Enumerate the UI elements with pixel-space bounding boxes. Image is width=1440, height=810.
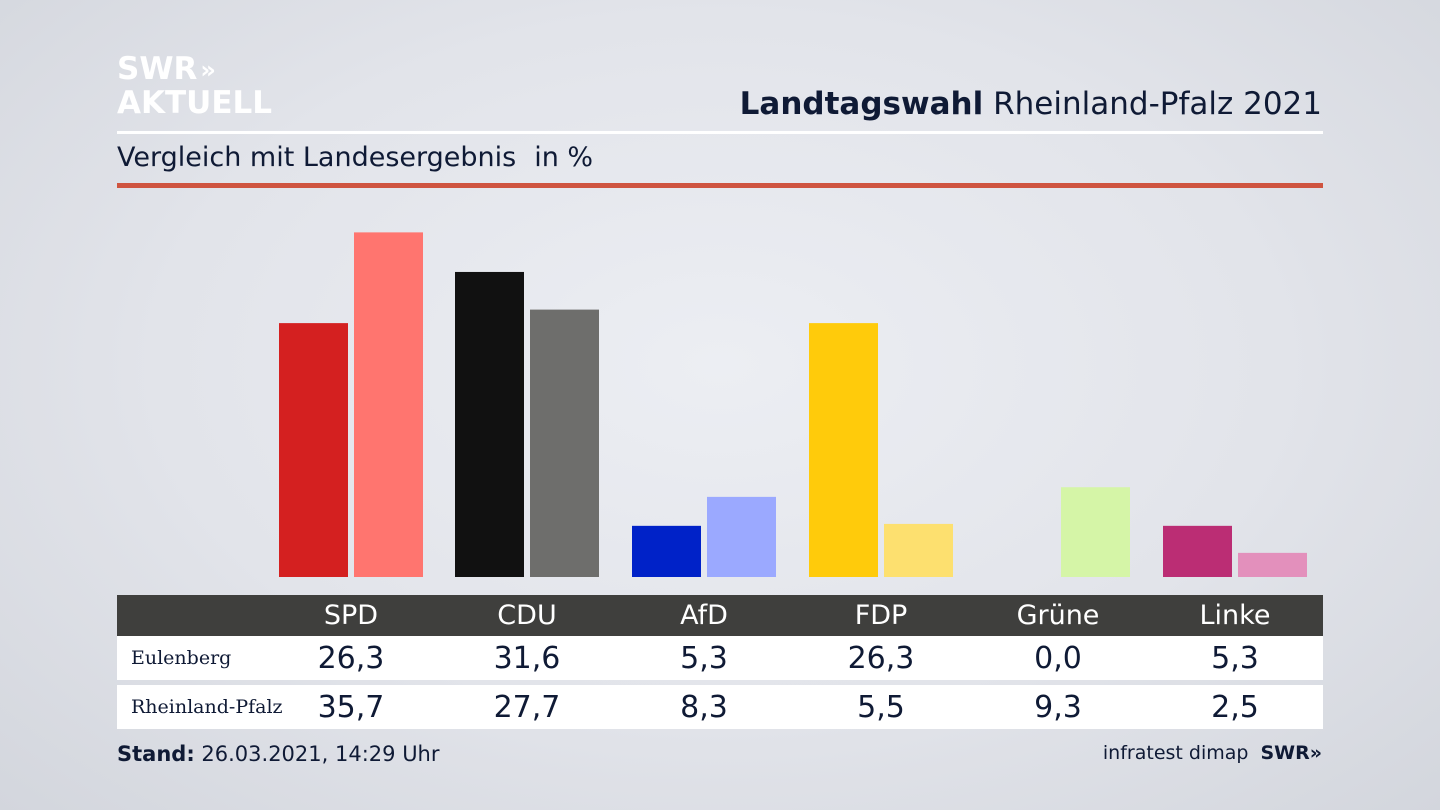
timestamp: Stand: 26.03.2021, 14:29 Uhr — [117, 742, 440, 766]
bar-cdu-eulenberg — [455, 271, 524, 577]
bar-fdp-rheinland-pfalz — [884, 523, 953, 577]
value-cell: 9,3 — [1034, 689, 1082, 725]
party-header: SPD — [323, 600, 379, 631]
bar-grüne-rheinland-pfalz — [1061, 487, 1130, 577]
title-divider — [117, 131, 1323, 134]
party-header: AfD — [680, 600, 728, 631]
title-rest: Rheinland-Pfalz 2021 — [993, 86, 1322, 122]
subtitle-text: Vergleich mit Landesergebnis — [117, 142, 517, 173]
chart-title: Landtagswahl Rheinland-Pfalz 2021 — [740, 86, 1322, 122]
logo-swr-text: SWR — [117, 51, 198, 87]
row-label: Eulenberg — [131, 647, 232, 669]
value-cell: 27,7 — [493, 689, 561, 725]
bar-spd-eulenberg — [279, 323, 348, 577]
bar-linke-eulenberg — [1163, 525, 1232, 577]
table-body: Eulenberg 26,3 31,6 5,3 26,3 0,0 5,3 Rheinland-… — [117, 636, 1323, 729]
value-cell: 5,3 — [1211, 640, 1259, 676]
bar-afd-eulenberg — [632, 525, 701, 577]
bar-afd-rheinland-pfalz — [707, 496, 776, 577]
source-credit: infratest dimap SWR» — [1103, 742, 1322, 764]
logo-chevrons-icon: » — [200, 55, 215, 84]
party-header: FDP — [854, 600, 908, 631]
value-cell: 35,7 — [317, 689, 385, 725]
bar-spd-rheinland-pfalz — [354, 232, 423, 577]
bar-chart — [279, 232, 1307, 577]
source-text: infratest dimap — [1102, 742, 1249, 764]
party-header: Grüne — [1016, 600, 1100, 631]
table-header-row: SPD CDU AfD FDP Grüne Linke — [117, 595, 1323, 636]
unit-label: in % — [534, 142, 594, 173]
accent-divider — [117, 183, 1323, 188]
stand-label: Stand: — [117, 742, 195, 766]
value-cell: 2,5 — [1211, 689, 1259, 725]
row-label: Rheinland-Pfalz — [131, 696, 283, 718]
bar-linke-rheinland-pfalz — [1238, 552, 1307, 577]
value-cell: 5,3 — [680, 640, 728, 676]
value-cell: 31,6 — [493, 640, 561, 676]
title-bold: Landtagswahl — [739, 86, 984, 122]
value-cell: 8,3 — [680, 689, 728, 725]
swr-aktuell-logo: SWR» AKTUELL — [117, 54, 272, 119]
party-header: Linke — [1199, 600, 1271, 631]
bar-cdu-rheinland-pfalz — [530, 309, 599, 577]
swr-logo-small: SWR» — [1260, 742, 1322, 764]
chart-subtitle: Vergleich mit Landesergebnis in % — [117, 142, 593, 173]
value-cell: 26,3 — [847, 640, 915, 676]
value-cell: 5,5 — [857, 689, 905, 725]
value-cell: 26,3 — [317, 640, 385, 676]
party-header: CDU — [497, 600, 557, 631]
logo-aktuell-text: AKTUELL — [117, 85, 273, 121]
stand-value: 26.03.2021, 14:29 Uhr — [201, 742, 440, 766]
table-row: Eulenberg 26,3 31,6 5,3 26,3 0,0 5,3 — [117, 636, 1323, 680]
value-cell: 0,0 — [1034, 640, 1082, 676]
bar-fdp-eulenberg — [809, 323, 878, 577]
table-row: Rheinland-Pfalz 35,7 27,7 8,3 5,5 9,3 2,5 — [117, 685, 1323, 729]
results-table: SPD CDU AfD FDP Grüne Linke Eulenberg 26,3 31,6… — [117, 595, 1323, 729]
